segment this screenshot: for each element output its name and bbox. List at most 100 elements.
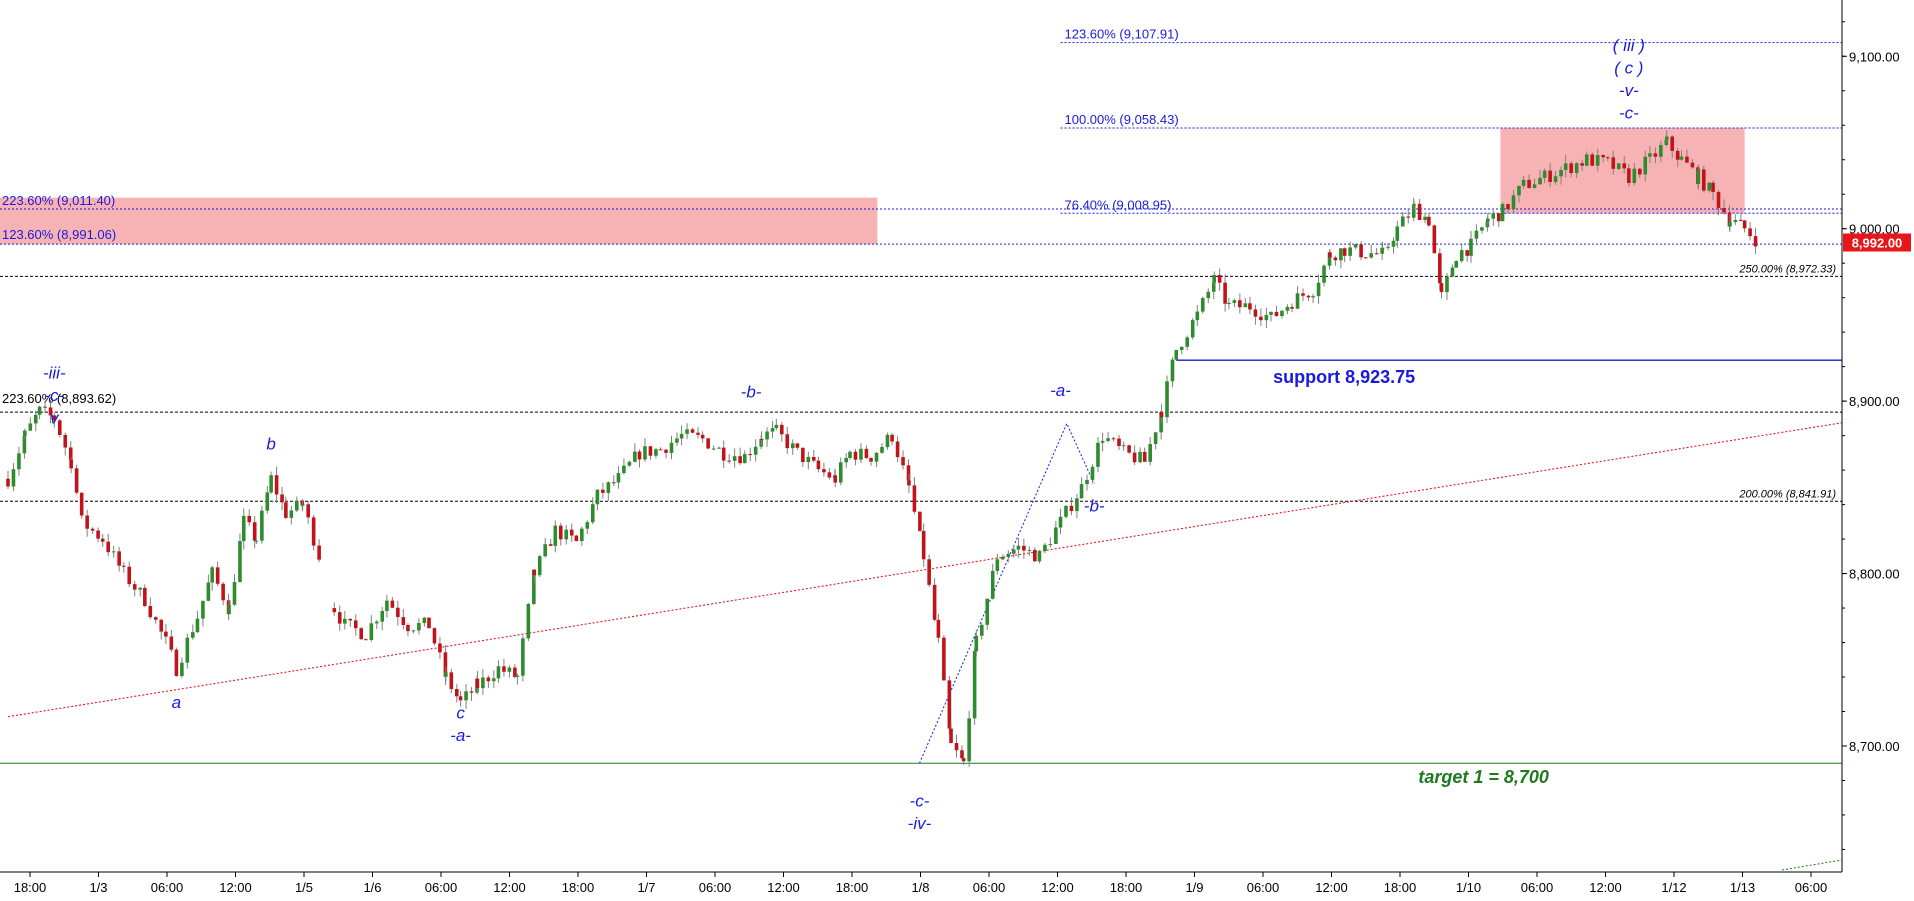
candle-body xyxy=(1553,176,1558,182)
candle-body xyxy=(210,567,214,583)
x-tick-label-12: 18:00 xyxy=(836,880,869,895)
candle-body xyxy=(643,446,647,460)
candle-body xyxy=(1595,155,1600,166)
candle-body xyxy=(1380,248,1384,254)
candle-body xyxy=(1386,246,1390,248)
candle-body xyxy=(169,636,174,650)
candle-body xyxy=(1632,168,1637,183)
wave-label-3: a xyxy=(172,693,181,712)
candle-body xyxy=(1511,195,1516,210)
candle-body xyxy=(496,666,501,679)
candle-body xyxy=(1311,296,1315,298)
candle-body xyxy=(1058,516,1063,528)
candle-body xyxy=(906,465,911,481)
x-tick-label-15: 12:00 xyxy=(1041,880,1074,895)
candle-body xyxy=(1538,177,1542,185)
candle-body xyxy=(1690,162,1695,168)
candle-body xyxy=(1001,556,1005,560)
candle-body xyxy=(121,565,126,567)
candle-body xyxy=(1670,136,1675,151)
x-tick-label-10: 06:00 xyxy=(699,880,732,895)
fib-level-label-2: 223.60% (9,011.40) xyxy=(2,193,115,208)
candle-body xyxy=(1569,163,1573,174)
candle-body xyxy=(1506,203,1510,210)
candle-body xyxy=(721,447,726,461)
candle-body xyxy=(269,475,273,493)
candle-body xyxy=(1491,213,1496,219)
candle-body xyxy=(486,677,491,682)
candle-body xyxy=(759,438,764,440)
candle-body xyxy=(1611,157,1616,169)
x-tick-label-6: 06:00 xyxy=(425,880,458,895)
candle-body xyxy=(548,544,553,546)
candle-body xyxy=(390,600,395,608)
candle-body xyxy=(1395,226,1400,241)
candle-body xyxy=(359,628,364,640)
candle-body xyxy=(1248,303,1252,310)
candle-body xyxy=(827,472,832,478)
candle-body xyxy=(317,545,321,560)
candle-body xyxy=(1238,300,1242,308)
candle-body xyxy=(1411,204,1416,218)
candle-body xyxy=(148,605,153,618)
candle-body xyxy=(1486,218,1490,222)
candle-body xyxy=(164,631,168,637)
candle-body xyxy=(1643,156,1648,175)
candle-body xyxy=(816,460,821,470)
candle-body xyxy=(838,462,843,483)
candle-body xyxy=(1043,544,1047,552)
candle-body xyxy=(106,541,110,553)
candle-body xyxy=(1439,283,1444,293)
candle-body xyxy=(1406,216,1411,218)
candle-body xyxy=(252,522,257,541)
candle-body xyxy=(1496,213,1501,222)
candle-body xyxy=(1016,545,1021,550)
candle-body xyxy=(454,688,459,697)
candle-body xyxy=(22,436,27,454)
candle-body xyxy=(138,587,142,590)
candle-body xyxy=(1100,440,1105,443)
candle-body xyxy=(1106,438,1110,441)
last-price-label: 8,992.00 xyxy=(1852,235,1903,250)
candle-body xyxy=(1606,157,1610,159)
wave-label-12: ( iii ) xyxy=(1613,36,1645,55)
candle-body xyxy=(1033,549,1037,562)
y-tick-label-0: 9,100.00 xyxy=(1849,49,1900,64)
fib-level-label-6: 223.60% (8,893.62) xyxy=(2,391,116,406)
candle-body xyxy=(1733,220,1738,223)
candle-body xyxy=(74,468,79,493)
wave-label-14: -v- xyxy=(1619,81,1639,100)
candle-body xyxy=(949,728,953,744)
candle-body xyxy=(68,447,73,460)
candle-body xyxy=(912,485,917,512)
x-tick-label-24: 1/12 xyxy=(1661,880,1686,895)
last-price-badge xyxy=(1843,233,1911,252)
candle-body xyxy=(1096,442,1100,467)
candle-body xyxy=(417,623,421,631)
x-tick-label-8: 18:00 xyxy=(562,880,595,895)
candle-body xyxy=(1664,139,1669,146)
candle-body xyxy=(1217,274,1222,283)
x-tick-label-20: 18:00 xyxy=(1384,880,1417,895)
candle-body xyxy=(1085,479,1089,485)
candle-body xyxy=(936,619,941,638)
candle-body xyxy=(1542,170,1547,178)
candle-body xyxy=(1648,153,1652,157)
candle-body xyxy=(1322,265,1326,283)
x-tick-label-5: 1/6 xyxy=(363,880,381,895)
candle-body xyxy=(685,429,689,434)
candle-body xyxy=(260,510,264,541)
candle-body xyxy=(1675,150,1680,160)
candle-body xyxy=(711,448,716,450)
candle-body xyxy=(458,696,463,701)
candle-body xyxy=(1280,310,1284,317)
wave-label-10: -a- xyxy=(1050,381,1071,400)
candle-body xyxy=(585,522,590,529)
candle-body xyxy=(1450,267,1455,277)
candle-body xyxy=(543,544,547,557)
x-tick-label-26: 06:00 xyxy=(1795,880,1828,895)
trend-line xyxy=(7,422,1843,718)
candle-body xyxy=(215,567,220,584)
x-tick-label-21: 1/10 xyxy=(1456,880,1481,895)
candle-body xyxy=(481,677,485,689)
